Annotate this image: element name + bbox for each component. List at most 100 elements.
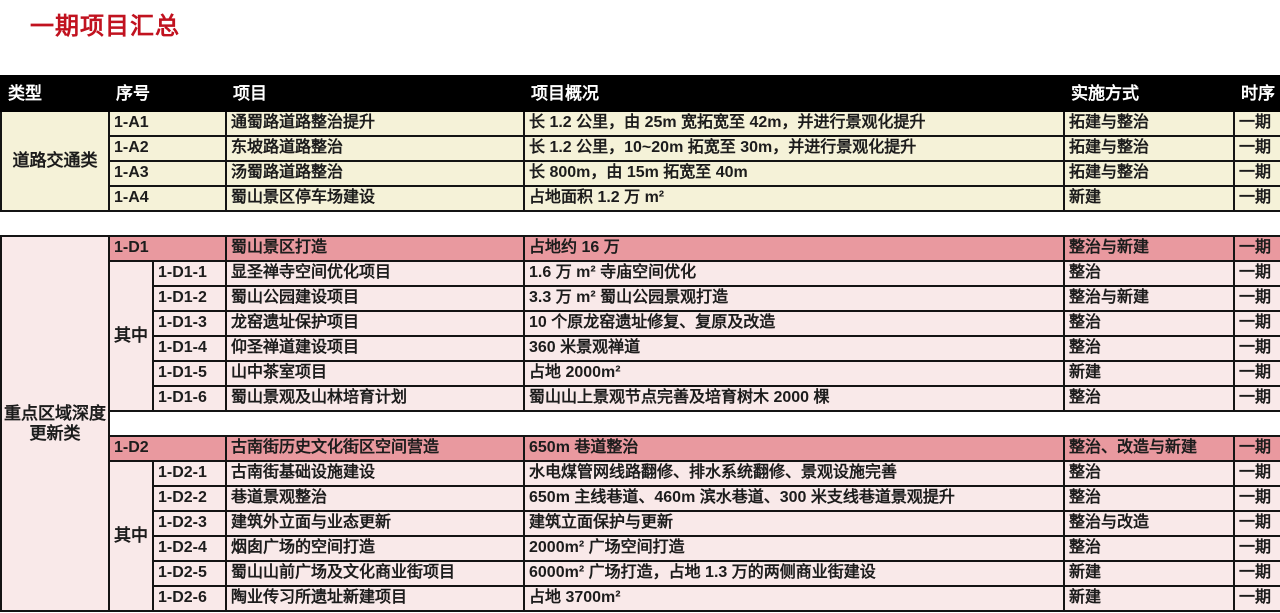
table-row: 1-D1-2 蜀山公园建设项目 3.3 万 m² 蜀山公园景观打造 整治与新建 一期 (1, 285, 1280, 312)
overview-cell: 长 1.2 公里，由 25m 宽拓宽至 42m，并进行景观化提升 (523, 110, 1065, 137)
overview-cell: 1.6 万 m² 寺庙空间优化 (523, 260, 1065, 287)
table-row: 1-D1-6 蜀山景观及山林培育计划 蜀山山上景观节点完善及培育树木 2000 棵整… (1, 385, 1280, 412)
table-row: 1-D2-6 陶业传习所遗址新建项目 占地 3700m² 新建 一期 (1, 585, 1280, 612)
project-cell: 汤蜀路道路整治 (225, 160, 525, 187)
phase-cell: 一期 (1233, 135, 1280, 162)
phase-cell: 一期 (1233, 435, 1280, 462)
overview-cell: 建筑立面保护与更新 (523, 510, 1065, 537)
table-row-highlight: 1-D2 古南街历史文化街区空间营造 650m 巷道整治 整治、改造与新建 一期 (1, 435, 1280, 462)
project-cell: 山中茶室项目 (225, 360, 525, 387)
phase-cell: 一期 (1233, 585, 1280, 612)
phase-cell: 一期 (1233, 560, 1280, 587)
method-cell: 整治 (1063, 310, 1235, 337)
page-title: 一期项目汇总 (30, 13, 180, 40)
sub-label-cell: 其中 (108, 460, 154, 612)
method-cell: 整治 (1063, 385, 1235, 412)
project-cell: 蜀山公园建设项目 (225, 285, 525, 312)
overview-cell: 长 800m，由 15m 拓宽至 40m (523, 160, 1065, 187)
method-cell: 整治与新建 (1063, 235, 1235, 262)
project-cell: 蜀山景观及山林培育计划 (225, 385, 525, 412)
phase-cell: 一期 (1233, 510, 1280, 537)
type-cell: 重点区域深度更新类 (0, 235, 110, 612)
table-row: 1-A3 汤蜀路道路整治长 800m，由 15m 拓宽至 40m 拓建与整治 一期 (1, 160, 1280, 187)
row-id-cell: 1-D2-3 (152, 510, 227, 537)
sub-label-cell: 其中 (108, 260, 154, 412)
column-header: 项目概况 (523, 75, 1065, 112)
project-cell: 显圣禅寺空间优化项目 (225, 260, 525, 287)
table-row: 1-D1-5 山中茶室项目 占地 2000m² 新建 一期 (1, 360, 1280, 387)
row-id-cell: 1-D1-2 (152, 285, 227, 312)
spacer-cell (1, 210, 1280, 237)
phase-cell: 一期 (1233, 235, 1280, 262)
method-cell: 整治 (1063, 535, 1235, 562)
project-cell: 仰圣禅道建设项目 (225, 335, 525, 362)
method-cell: 拓建与整治 (1063, 160, 1235, 187)
table-row-highlight: 重点区域深度更新类 1-D1 蜀山景区打造 占地约 16 万整治与新建 一期 (0, 235, 1280, 612)
row-id-cell: 1-D1-5 (152, 360, 227, 387)
method-cell: 整治、改造与新建 (1063, 435, 1235, 462)
spacer-row (1, 410, 1280, 437)
spacer-cell (108, 410, 1280, 437)
column-header: 时序 (1233, 75, 1280, 112)
method-cell: 新建 (1063, 585, 1235, 612)
project-cell: 古南街历史文化街区空间营造 (225, 435, 525, 462)
row-id-cell: 1-D1-3 (152, 310, 227, 337)
project-cell: 巷道景观整治 (225, 485, 525, 512)
row-id-cell: 1-D1-1 (152, 260, 227, 287)
phase-cell: 一期 (1233, 110, 1280, 137)
project-cell: 烟囱广场的空间打造 (225, 535, 525, 562)
row-id-cell: 1-A1 (108, 110, 227, 137)
row-id-cell: 1-A3 (108, 160, 227, 187)
overview-cell: 蜀山山上景观节点完善及培育树木 2000 棵 (523, 385, 1065, 412)
row-id-cell: 1-D2-6 (152, 585, 227, 612)
project-cell: 蜀山景区停车场建设 (225, 185, 525, 212)
row-id-cell: 1-D2-5 (152, 560, 227, 587)
row-id-cell: 1-D2-4 (152, 535, 227, 562)
project-cell: 东坡路道路整治 (225, 135, 525, 162)
project-cell: 蜀山景区打造 (225, 235, 525, 262)
overview-cell: 2000m² 广场空间打造 (523, 535, 1065, 562)
row-id-cell: 1-A4 (108, 185, 227, 212)
overview-cell: 650m 巷道整治 (523, 435, 1065, 462)
row-id-cell: 1-A2 (108, 135, 227, 162)
overview-cell: 3.3 万 m² 蜀山公园景观打造 (523, 285, 1065, 312)
table-row: 1-D2-3 建筑外立面与业态更新 建筑立面保护与更新 整治与改造 一期 (1, 510, 1280, 537)
row-id-cell: 1-D1 (108, 235, 227, 262)
type-cell: 道路交通类 (0, 110, 110, 212)
table-body: 类型 序号 项目 项目概况 实施方式 时序 道路交通类 1-A1 通蜀路道路整治提升长 1.2 … (0, 75, 1280, 612)
phase-cell: 一期 (1233, 485, 1280, 512)
method-cell: 整治 (1063, 460, 1235, 487)
phase-cell: 一期 (1233, 310, 1280, 337)
table-row: 1-A4 蜀山景区停车场建设 占地面积 1.2 万 m² 新建 一期 (1, 185, 1280, 212)
row-id-cell: 1-D1-6 (152, 385, 227, 412)
method-cell: 新建 (1063, 560, 1235, 587)
row-id-cell: 1-D2-2 (152, 485, 227, 512)
method-cell: 整治与新建 (1063, 285, 1235, 312)
column-header: 实施方式 (1063, 75, 1235, 112)
project-cell: 龙窑遗址保护项目 (225, 310, 525, 337)
table-row: 1-D2-4 烟囱广场的空间打造 2000m² 广场空间打造 整治 一期 (1, 535, 1280, 562)
spacer-row (1, 210, 1280, 237)
method-cell: 新建 (1063, 360, 1235, 387)
method-cell: 新建 (1063, 185, 1235, 212)
project-cell: 陶业传习所遗址新建项目 (225, 585, 525, 612)
project-summary-table: 类型 序号 项目 项目概况 实施方式 时序 道路交通类 1-A1 通蜀路道路整治提升长 1.2 … (0, 75, 1280, 612)
method-cell: 整治与改造 (1063, 510, 1235, 537)
table-row: 道路交通类 1-A1 通蜀路道路整治提升长 1.2 公里，由 25m 宽拓宽至 42… (0, 110, 1280, 212)
overview-cell: 占地约 16 万 (523, 235, 1065, 262)
phase-cell: 一期 (1233, 260, 1280, 287)
table-row: 1-D1-4 仰圣禅道建设项目 360 米景观禅道 整治 一期 (1, 335, 1280, 362)
overview-cell: 360 米景观禅道 (523, 335, 1065, 362)
table-row: 1-D1-3 龙窑遗址保护项目 10 个原龙窑遗址修复、复原及改造 整治 一期 (1, 310, 1280, 337)
overview-cell: 占地 3700m² (523, 585, 1065, 612)
table-row: 1-D2-5 蜀山山前广场及文化商业街项目 6000m² 广场打造，占地 1.3 万… (1, 560, 1280, 587)
overview-cell: 6000m² 广场打造，占地 1.3 万的两侧商业街建设 (523, 560, 1065, 587)
phase-cell: 一期 (1233, 535, 1280, 562)
row-id-cell: 1-D2 (108, 435, 227, 462)
column-header: 序号 (108, 75, 227, 112)
column-header: 类型 (0, 75, 110, 112)
overview-cell: 占地 2000m² (523, 360, 1065, 387)
table-header-row: 类型 序号 项目 项目概况 实施方式 时序 (0, 75, 1280, 112)
table-row: 1-D2-2 巷道景观整治 650m 主线巷道、460m 滨水巷道、300 米支线巷… (1, 485, 1280, 512)
phase-cell: 一期 (1233, 160, 1280, 187)
